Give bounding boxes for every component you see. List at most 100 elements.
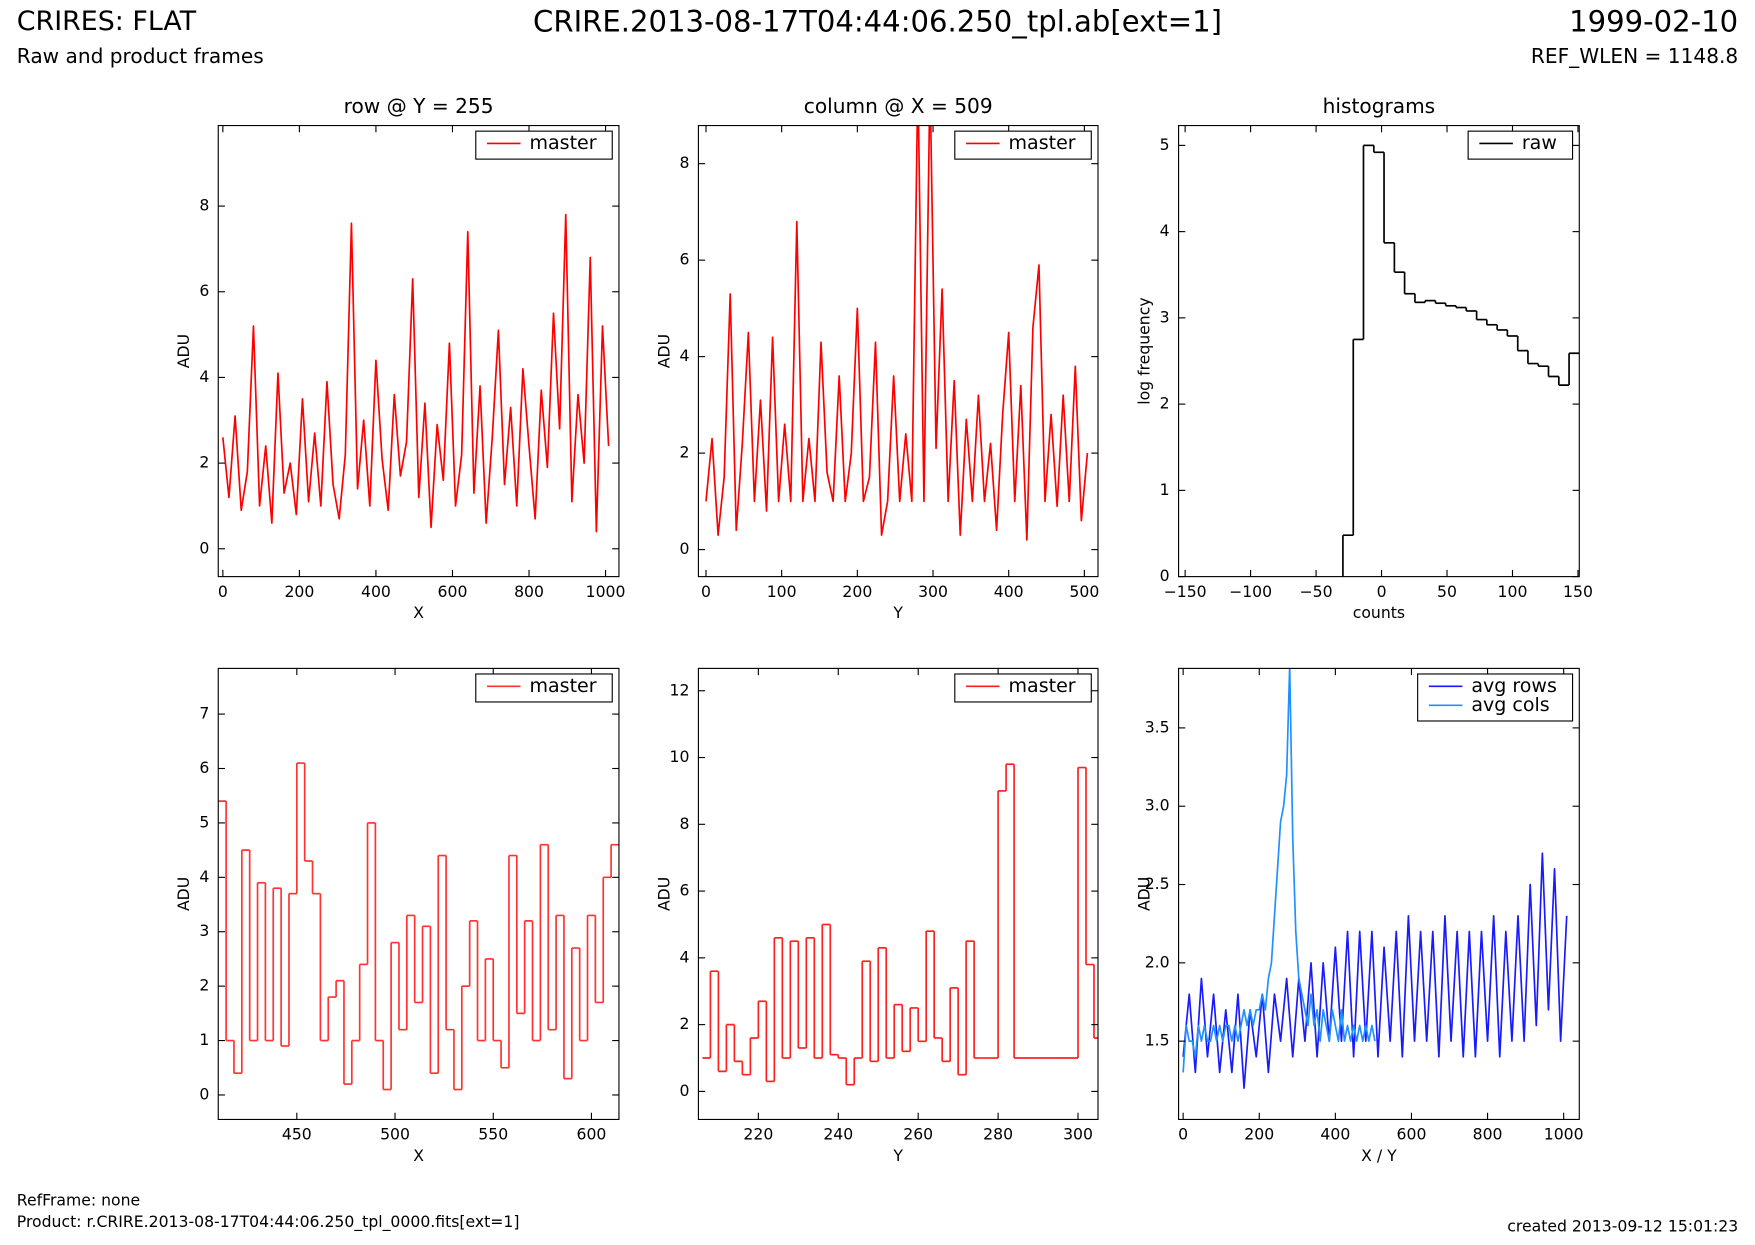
subplot: 220 240 260 280 300 0 2 4 6 8 10 12 Y ADU master — [654, 667, 1099, 1165]
header-date: 1999-02-10 — [1569, 5, 1738, 39]
plot-area — [1342, 144, 1580, 577]
x-tick-label: 150 — [1563, 582, 1593, 601]
x-tick-label: 600 — [438, 582, 468, 601]
x-axis-label: counts — [1353, 603, 1405, 622]
y-tick-label: 0 — [679, 539, 689, 558]
y-tick-label: 2 — [199, 976, 209, 995]
y-axis-label: ADU — [1135, 877, 1154, 911]
x-tick-label: 0 — [218, 582, 228, 601]
frame — [1178, 124, 1580, 578]
y-tick-label: 6 — [199, 281, 209, 300]
subplot: −150 −100 −50 0 50 100 150 0 1 2 3 4 5 histograms coun… — [1135, 94, 1593, 622]
x-tick-label: 200 — [842, 582, 872, 601]
x-tick-label: 0 — [1377, 582, 1387, 601]
x-tick-label: 800 — [514, 582, 544, 601]
legend-label: master — [530, 675, 597, 697]
legend-box — [1417, 673, 1574, 722]
x-tick-label: 300 — [1063, 1125, 1093, 1144]
legend-label: raw — [1522, 132, 1557, 154]
y-tick-label: 2.0 — [1145, 952, 1170, 971]
series-line — [705, 125, 1089, 541]
subplot-title: histograms — [1323, 94, 1436, 118]
y-axis-label: ADU — [654, 877, 673, 911]
y-tick-label: 8 — [679, 814, 689, 833]
plot-area — [702, 763, 1098, 1086]
x-axis-label: X — [413, 603, 424, 622]
x-tick-label: 0 — [701, 582, 711, 601]
x-tick-label: 260 — [903, 1125, 933, 1144]
x-tick-label: 280 — [983, 1125, 1013, 1144]
y-tick-label: 0 — [199, 538, 209, 557]
x-tick-label: 0 — [1178, 1125, 1188, 1144]
y-axis-label: ADU — [654, 334, 673, 368]
x-tick-label: 400 — [361, 582, 391, 601]
subplot: 450 500 550 600 0 1 2 3 4 5 6 7 X ADU master — [174, 667, 620, 1165]
x-axis-label: Y — [892, 603, 903, 622]
series-line — [222, 213, 610, 533]
y-tick-label: 4 — [679, 346, 689, 365]
legend-box — [954, 130, 1092, 160]
x-tick-label: 450 — [282, 1125, 312, 1144]
y-tick-label: 5 — [1160, 135, 1170, 154]
legend-box — [954, 673, 1092, 703]
y-tick-label: 7 — [199, 704, 209, 723]
y-tick-label: 1 — [1160, 480, 1170, 499]
legend: master — [954, 130, 1092, 160]
x-tick-label: 100 — [1498, 582, 1528, 601]
legend-box — [475, 673, 613, 703]
legend-label: avg cols — [1471, 694, 1549, 716]
series-line — [1182, 852, 1568, 1089]
footer-ref-frame: RefFrame: none — [17, 1191, 140, 1210]
x-tick-label: 500 — [380, 1125, 410, 1144]
subplot: 0 100 200 300 400 500 0 2 4 6 8 column @ X = 509 Y AD… — [654, 94, 1099, 622]
frame — [217, 667, 620, 1121]
legend: master — [475, 673, 613, 703]
y-tick-label: 3 — [1160, 307, 1170, 326]
y-tick-label: 5 — [199, 812, 209, 831]
x-tick-label: 200 — [1244, 1125, 1274, 1144]
y-tick-label: 4 — [199, 367, 209, 386]
x-tick-label: 1000 — [1544, 1125, 1584, 1144]
y-tick-label: 6 — [679, 881, 689, 900]
y-tick-label: 2 — [199, 453, 209, 472]
x-tick-label: 600 — [1397, 1125, 1427, 1144]
frame — [217, 124, 620, 578]
legend-box — [475, 130, 613, 160]
legend-label: master — [1009, 132, 1076, 154]
subplot: 0 200 400 600 800 1000 0 2 4 6 8 row @ Y = 255 X ADU m… — [174, 94, 625, 622]
x-axis-label: Y — [892, 1146, 903, 1165]
y-tick-label: 8 — [199, 196, 209, 215]
footer-created: created 2013-09-12 15:01:23 — [1507, 1216, 1738, 1235]
x-tick-label: 100 — [767, 582, 797, 601]
y-tick-label: 4 — [199, 867, 209, 886]
x-tick-label: 1000 — [586, 582, 626, 601]
legend-label: master — [530, 132, 597, 154]
y-tick-label: 12 — [670, 680, 690, 699]
y-tick-label: 8 — [679, 153, 689, 172]
legend-label: avg rows — [1471, 675, 1557, 697]
y-tick-label: 0 — [679, 1081, 689, 1100]
y-tick-label: 3.0 — [1145, 796, 1170, 815]
x-tick-label: 500 — [1069, 582, 1099, 601]
y-tick-label: 4 — [679, 947, 689, 966]
header-file: CRIRE.2013-08-17T04:44:06.250_tpl.ab[ext… — [533, 5, 1222, 39]
legend-label: master — [1009, 675, 1076, 697]
x-axis-label: X / Y — [1361, 1146, 1397, 1165]
y-tick-label: 2 — [1160, 394, 1170, 413]
x-tick-label: 240 — [823, 1125, 853, 1144]
y-axis-label: log frequency — [1135, 297, 1154, 404]
subplot: 0 200 400 600 800 1000 1.5 2.0 2.5 3.0 3.5 X / Y ADU… — [1135, 667, 1584, 1165]
header-ref-wlen: REF_WLEN = 1148.8 — [1531, 44, 1738, 68]
x-tick-label: 400 — [1320, 1125, 1350, 1144]
header-subtitle: Raw and product frames — [17, 44, 264, 68]
legend: master — [954, 673, 1092, 703]
subplot-title: column @ X = 509 — [804, 94, 993, 118]
y-tick-label: 3 — [199, 921, 209, 940]
x-tick-label: 800 — [1473, 1125, 1503, 1144]
y-tick-label: 10 — [670, 747, 690, 766]
subplot-title: row @ Y = 255 — [344, 94, 494, 118]
y-tick-label: 1.5 — [1145, 1031, 1170, 1050]
